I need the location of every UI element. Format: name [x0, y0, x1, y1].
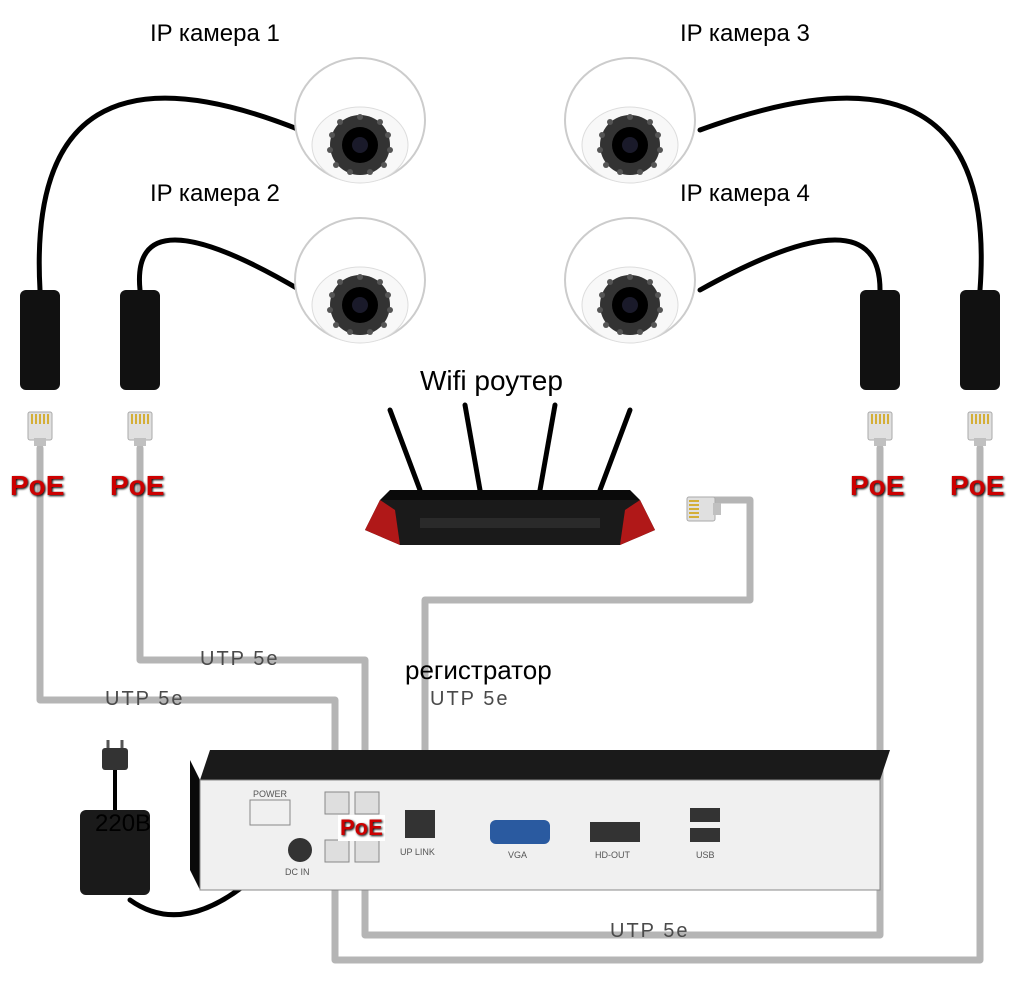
nvr-poe-label: PoE	[338, 815, 385, 841]
poe-label-3: PoE	[850, 470, 904, 502]
camera-1-label: IP камера 1	[150, 20, 280, 48]
svg-text:USB: USB	[696, 850, 715, 860]
camera-4-label: IP камера 4	[680, 180, 810, 208]
wifi-router	[360, 400, 660, 550]
voltage-label: 220В	[95, 810, 151, 838]
wifi-router-label: Wifi роутер	[420, 365, 563, 397]
svg-text:VGA: VGA	[508, 850, 527, 860]
utp-label-3: UTP 5e	[430, 688, 509, 711]
camera-3-label: IP камера 3	[680, 20, 810, 48]
rj45-plug-icon	[966, 410, 994, 448]
nvr-label: регистратор	[405, 655, 552, 686]
cable-poe1-nvr	[40, 448, 335, 750]
poe-injector-2	[120, 290, 160, 390]
camera-2	[290, 210, 430, 350]
svg-text:DC IN: DC IN	[285, 867, 310, 877]
poe-injector-1	[20, 290, 60, 390]
svg-text:HD-OUT: HD-OUT	[595, 850, 630, 860]
camera-1	[290, 50, 430, 190]
poe-injector-3	[860, 290, 900, 390]
camera-4	[560, 210, 700, 350]
rj45-plug-icon	[685, 495, 723, 523]
poe-label-1: PoE	[10, 470, 64, 502]
camera-2-label: IP камера 2	[150, 180, 280, 208]
camera-3	[560, 50, 700, 190]
utp-label-2: UTP 5e	[200, 648, 279, 671]
rj45-plug-icon	[866, 410, 894, 448]
utp-label-1: UTP 5e	[105, 688, 184, 711]
rj45-plug-icon	[26, 410, 54, 448]
cable-cam2-poe2	[139, 240, 300, 290]
rj45-plug-icon	[126, 410, 154, 448]
poe-label-2: PoE	[110, 470, 164, 502]
utp-label-4: UTP 5e	[610, 920, 689, 943]
nvr-recorder: POWER DC IN UP LINK VGA HD-OUT USB	[190, 740, 890, 900]
cable-cam4-poe3	[700, 240, 880, 290]
svg-text:UP LINK: UP LINK	[400, 847, 435, 857]
poe-injector-4	[960, 290, 1000, 390]
poe-label-4: PoE	[950, 470, 1004, 502]
svg-text:POWER: POWER	[253, 789, 288, 799]
